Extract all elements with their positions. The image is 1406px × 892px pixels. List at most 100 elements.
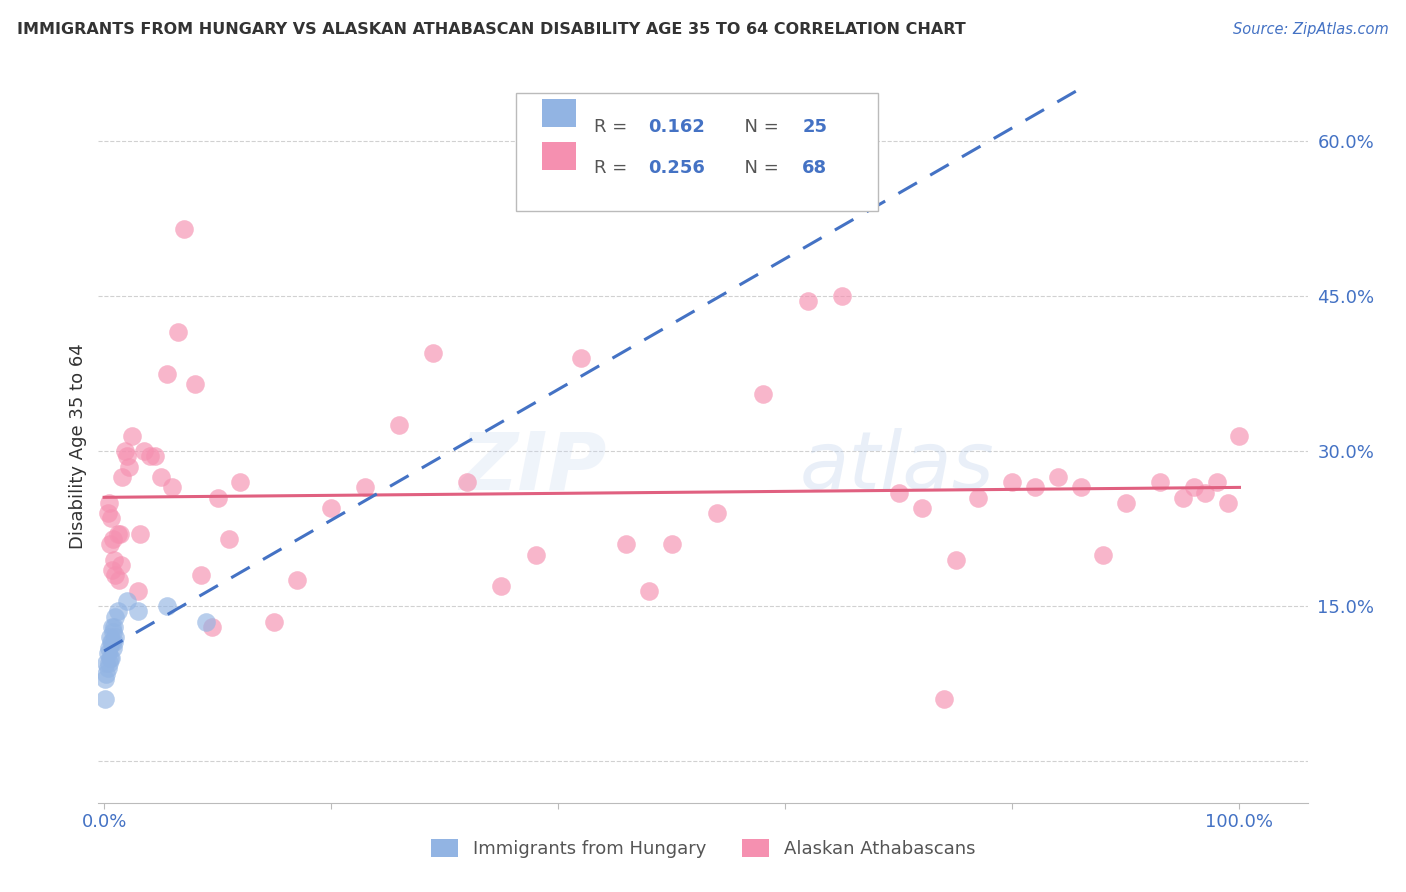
Point (103, 635, 125, 649)
Text: Source: ZipAtlas.com: Source: ZipAtlas.com (1233, 22, 1389, 37)
Point (94, 692, 117, 706)
Point (149, 470, 172, 484)
FancyBboxPatch shape (543, 142, 576, 169)
Point (1024, 480, 1046, 494)
Point (104, 568, 127, 582)
Point (797, 294, 820, 309)
Point (321, 501, 343, 516)
Point (751, 387, 773, 401)
Point (229, 475, 252, 490)
Point (100, 651, 122, 665)
Point (104, 609, 127, 624)
Point (98, 630, 121, 644)
Point (1069, 480, 1091, 494)
Point (115, 594, 138, 608)
Point (285, 574, 308, 588)
Point (101, 563, 124, 577)
Point (94, 672, 117, 686)
Point (160, 480, 183, 494)
Point (569, 351, 592, 365)
Text: atlas: atlas (800, 428, 994, 507)
Point (388, 418, 411, 433)
Point (100, 511, 122, 525)
FancyBboxPatch shape (516, 93, 879, 211)
Point (195, 615, 218, 629)
Point (1216, 496, 1239, 510)
Point (104, 630, 127, 644)
Point (1001, 475, 1024, 490)
Point (1171, 491, 1194, 505)
Text: IMMIGRANTS FROM HUNGARY VS ALASKAN ATHABASCAN DISABILITY AGE 35 TO 64 CORRELATIO: IMMIGRANTS FROM HUNGARY VS ALASKAN ATHAB… (17, 22, 966, 37)
Point (98, 537, 121, 551)
Point (910, 501, 932, 516)
Point (97, 496, 120, 510)
Point (107, 527, 129, 541)
Point (98, 651, 121, 665)
Point (132, 444, 155, 458)
Point (945, 553, 967, 567)
Point (108, 574, 131, 588)
Point (614, 537, 637, 551)
Point (115, 450, 138, 464)
Point (96, 666, 118, 681)
Point (96, 661, 118, 675)
Point (108, 527, 131, 541)
Point (184, 376, 207, 391)
Legend: Immigrants from Hungary, Alaskan Athabascans: Immigrants from Hungary, Alaskan Athabas… (432, 838, 974, 858)
Point (207, 491, 229, 505)
Point (97, 640, 120, 655)
Point (706, 506, 728, 520)
Text: 0.256: 0.256 (648, 159, 706, 178)
Point (167, 325, 190, 339)
Point (887, 485, 910, 500)
Point (97, 656, 120, 670)
Point (422, 346, 444, 360)
Point (661, 537, 683, 551)
Point (1115, 496, 1137, 510)
Point (934, 692, 956, 706)
Point (967, 491, 990, 505)
Text: R =: R = (595, 159, 633, 178)
Point (127, 605, 149, 619)
Point (101, 640, 124, 655)
Y-axis label: Disability Age 35 to 64: Disability Age 35 to 64 (69, 343, 87, 549)
Point (491, 579, 513, 593)
Point (118, 459, 141, 474)
Point (138, 450, 160, 464)
Point (1046, 470, 1069, 484)
Point (101, 620, 124, 634)
Text: 68: 68 (803, 159, 827, 178)
Point (1205, 475, 1227, 490)
Point (155, 599, 177, 614)
Point (524, 548, 547, 562)
Text: R =: R = (595, 118, 633, 136)
Point (1194, 485, 1216, 500)
Point (96, 656, 118, 670)
Point (127, 583, 149, 598)
FancyBboxPatch shape (543, 99, 576, 127)
Point (107, 605, 129, 619)
Point (110, 558, 132, 572)
Point (101, 532, 124, 546)
Point (201, 620, 224, 634)
Point (100, 635, 122, 649)
Point (1229, 428, 1251, 442)
Point (354, 480, 377, 494)
Point (1092, 548, 1115, 562)
Point (103, 553, 125, 567)
Point (638, 583, 661, 598)
Point (111, 470, 134, 484)
Text: ZIP: ZIP (458, 428, 606, 507)
Text: 25: 25 (803, 118, 827, 136)
Point (1182, 480, 1205, 494)
Text: N =: N = (734, 118, 785, 136)
Point (96, 646, 118, 660)
Point (1149, 475, 1171, 490)
Point (155, 367, 177, 381)
Text: 0.162: 0.162 (648, 118, 706, 136)
Point (129, 527, 152, 541)
Point (114, 444, 136, 458)
Point (143, 450, 166, 464)
Point (101, 635, 124, 649)
Point (101, 625, 124, 640)
